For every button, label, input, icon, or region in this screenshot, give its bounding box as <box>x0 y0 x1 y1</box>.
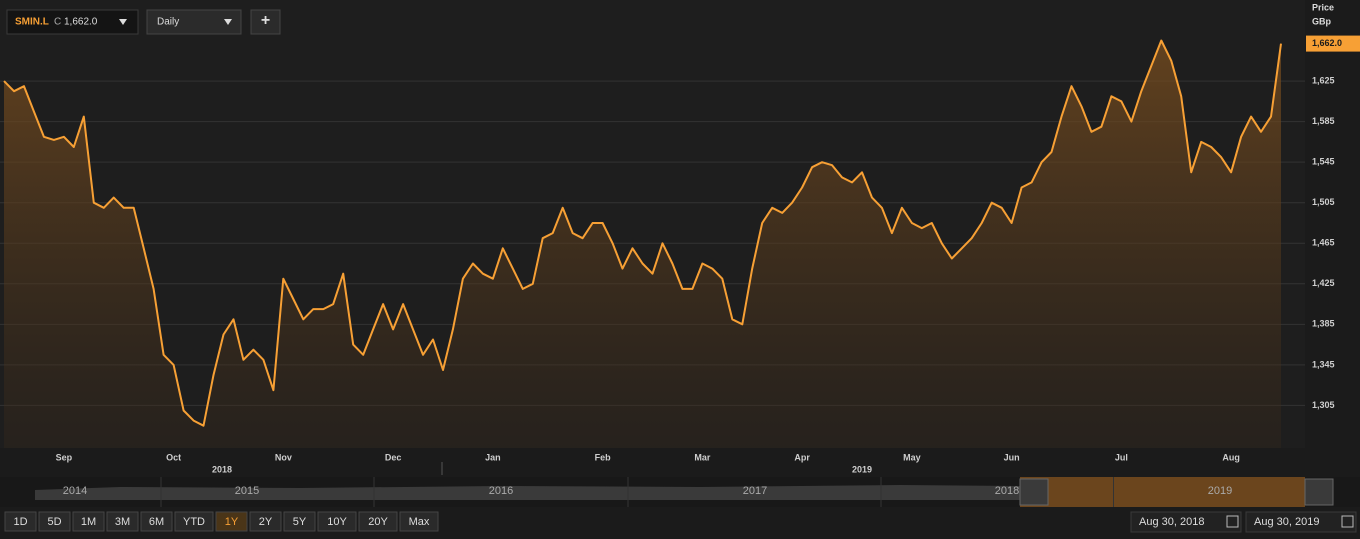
dropdown-arrow <box>119 19 127 25</box>
y-tick-label: 1,545 <box>1312 157 1335 167</box>
navigator-year: 2019 <box>1208 485 1232 497</box>
range-button-label: 5D <box>47 516 61 528</box>
start-date: Aug 30, 2018 <box>1139 516 1204 528</box>
x-tick-label: Aug <box>1222 452 1240 462</box>
y-tick-label: 1,465 <box>1312 238 1335 248</box>
navigator-year: 2018 <box>995 485 1019 497</box>
range-button-label: 1D <box>13 516 27 528</box>
range-button[interactable] <box>399 511 439 532</box>
navigator-year: 2014 <box>63 485 87 497</box>
x-tick-label: Apr <box>794 452 810 462</box>
x-tick-label: Jul <box>1115 452 1128 462</box>
line <box>3 39 1282 427</box>
x-tick-label: Oct <box>166 452 181 462</box>
end-date: Aug 30, 2019 <box>1254 516 1319 528</box>
start-date-box[interactable] <box>1130 511 1242 533</box>
interval: Daily <box>157 17 179 28</box>
x-tick-label: Mar <box>694 452 711 462</box>
navigator-year: 2017 <box>743 485 767 497</box>
last-value-badge <box>1306 35 1360 52</box>
symbol: SMIN.L <box>15 17 49 28</box>
range-button[interactable] <box>140 511 173 532</box>
range-button[interactable] <box>174 511 214 532</box>
navigator-window[interactable] <box>1020 477 1305 507</box>
symbol-box[interactable] <box>6 9 139 35</box>
range-button[interactable] <box>4 511 37 532</box>
axis-panel <box>1305 0 1360 448</box>
range-button-label: 2Y <box>259 516 273 528</box>
range-button-label: 1M <box>81 516 96 528</box>
add-button-label: + <box>261 12 270 29</box>
navigator-year: 2015 <box>235 485 259 497</box>
range-button[interactable] <box>358 511 398 532</box>
x-tick-label: Dec <box>385 452 402 462</box>
range-button-label: 5Y <box>293 516 307 528</box>
x-axis-band <box>0 448 1305 476</box>
navigator-silhouette <box>35 485 1020 500</box>
x-tick-label: Feb <box>595 452 612 462</box>
range-button[interactable] <box>72 511 105 532</box>
x-tick-label: Jun <box>1004 452 1020 462</box>
range-button-label: 1Y <box>225 516 239 528</box>
end-date-box[interactable] <box>1245 511 1357 533</box>
y-tick-label: 1,345 <box>1312 359 1335 369</box>
range-button[interactable] <box>283 511 316 532</box>
y-tick-label: 1,505 <box>1312 197 1335 207</box>
range-button-label: 6M <box>149 516 164 528</box>
range-button-label: YTD <box>183 516 205 528</box>
navigator-year: 2016 <box>489 485 513 497</box>
range-button[interactable] <box>106 511 139 532</box>
year-label: 2018 <box>212 464 232 474</box>
calendar-icon[interactable] <box>1226 515 1239 528</box>
range-button-label: 10Y <box>327 516 347 528</box>
x-tick-label: May <box>903 452 921 462</box>
range-button-label: Max <box>409 516 430 528</box>
y-axis-title: Price <box>1312 2 1334 12</box>
range-button[interactable] <box>249 511 282 532</box>
x-tick-label: Jan <box>485 452 501 462</box>
y-tick-label: 1,425 <box>1312 278 1335 288</box>
add-button[interactable] <box>250 9 281 35</box>
range-button[interactable] <box>38 511 71 532</box>
dropdown-arrow <box>224 19 232 25</box>
range-button[interactable] <box>317 511 357 532</box>
last-value-label: 1,662.0 <box>1312 38 1342 48</box>
close-value: 1,662.0 <box>64 17 98 28</box>
interval-select[interactable] <box>146 9 242 35</box>
area <box>4 40 1281 448</box>
y-tick-label: 1,305 <box>1312 400 1335 410</box>
calendar-icon[interactable] <box>1341 515 1354 528</box>
y-tick-label: 1,625 <box>1312 75 1335 85</box>
range-button[interactable] <box>215 511 248 532</box>
x-tick-label: Sep <box>56 452 73 462</box>
range-button-label: 3M <box>115 516 130 528</box>
y-tick-label: 1,585 <box>1312 116 1335 126</box>
navigator-handle[interactable] <box>1019 478 1049 506</box>
navigator-handle[interactable] <box>1304 478 1334 506</box>
y-axis-unit: GBp <box>1312 16 1332 26</box>
x-tick-label: Nov <box>275 452 292 462</box>
close-label: C <box>54 17 61 28</box>
y-tick-label: 1,385 <box>1312 319 1335 329</box>
range-button-label: 20Y <box>368 516 388 528</box>
year-label: 2019 <box>852 464 872 474</box>
